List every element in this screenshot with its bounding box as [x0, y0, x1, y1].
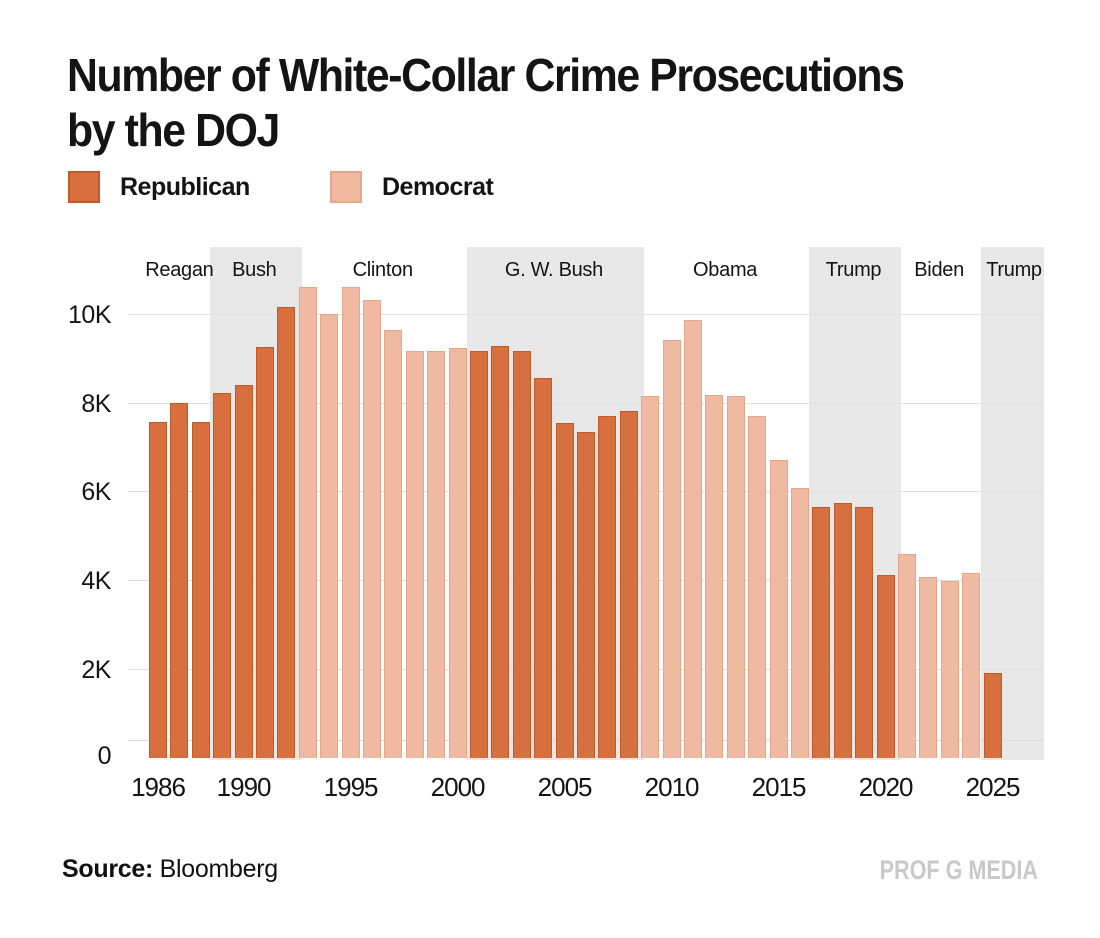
bar-1999 [427, 351, 446, 758]
y-axis-label-10K: 10K [68, 300, 111, 329]
bar-2018 [833, 502, 852, 758]
bar-2001 [470, 350, 488, 758]
prof-g-media-watermark: PROF G MEDIA [879, 855, 1038, 885]
bar-2006 [577, 431, 595, 758]
bar-2005 [555, 422, 574, 758]
y-axis-label-8K: 8K [81, 389, 111, 418]
bar-2008 [619, 411, 638, 758]
bar-2007 [598, 416, 617, 758]
y-axis-label-0: 0 [97, 742, 112, 770]
x-axis-label-2005: 2005 [537, 772, 593, 802]
bar-1988 [191, 422, 210, 758]
y-axis-label-2K: 2K [81, 656, 111, 685]
bar-1990 [234, 384, 253, 758]
bar-2020 [876, 574, 895, 758]
y-axis-label-6K: 6K [81, 478, 111, 507]
era-label-obama-2009: Obama [693, 259, 758, 281]
chart-title-line1: Number of White-Collar Crime Prosecution… [67, 49, 905, 101]
era-label-biden-2021: Biden [914, 259, 964, 281]
chart-title: Number of White-Collar Crime Prosecution… [67, 48, 1006, 158]
x-axis-label-2020: 2020 [858, 772, 914, 802]
legend-item-democrat: Democrat [330, 171, 494, 203]
bar-2013 [726, 395, 745, 758]
x-axis-label-1986: 1986 [131, 772, 186, 802]
bar-2015 [769, 459, 788, 758]
democrat-swatch [330, 171, 362, 203]
x-axis-label-2010: 2010 [644, 772, 700, 802]
x-axis-label-2000: 2000 [430, 772, 486, 802]
bar-2000 [448, 347, 467, 758]
source-note: Source: Bloomberg [62, 855, 278, 884]
bar-1991 [256, 347, 274, 758]
bar-2014 [748, 415, 767, 758]
x-axis-label-2015: 2015 [751, 772, 807, 802]
y-axis-label-4K: 4K [81, 567, 111, 596]
bar-1997 [384, 330, 403, 758]
bar-1987 [170, 402, 189, 758]
bar-2002 [491, 345, 510, 758]
bar-2022 [919, 576, 938, 758]
bar-2012 [705, 395, 724, 758]
legend-item-republican: Republican [68, 171, 250, 203]
bar-1995 [341, 287, 360, 758]
bar-2017 [812, 507, 831, 758]
bar-1992 [277, 306, 296, 758]
gridline-10K [128, 313, 1044, 315]
bar-2016 [791, 487, 809, 758]
chart-title-line2: by the DOJ [67, 104, 280, 156]
bar-1993 [298, 287, 317, 758]
bar-2023 [940, 580, 959, 758]
bar-2004 [534, 377, 553, 758]
gridline-8K [128, 402, 1044, 404]
bar-2009 [641, 395, 660, 758]
bar-1989 [213, 392, 232, 758]
source-value: Bloomberg [159, 855, 279, 883]
legend-label-democrat: Democrat [382, 172, 494, 201]
bar-2024 [962, 572, 981, 758]
bar-2003 [512, 350, 531, 758]
x-axis-label-1995: 1995 [323, 772, 379, 802]
era-label-trump-2017: Trump [825, 259, 882, 281]
era-label-bush-1989: Bush [232, 259, 277, 281]
republican-swatch [68, 171, 100, 203]
source-label: Source: [62, 855, 153, 883]
bar-2021 [898, 554, 916, 758]
bar-2025 [983, 673, 1002, 758]
bar-2011 [684, 320, 702, 758]
era-label-trump-2025: Trump [986, 259, 1042, 281]
era-label-reagan-1986: Reagan [145, 259, 214, 281]
bar-1986 [149, 422, 167, 758]
x-axis-label-2025: 2025 [965, 772, 1021, 802]
bar-2019 [855, 507, 874, 758]
legend-label-republican: Republican [120, 172, 250, 201]
legend: Republican Democrat [0, 171, 1100, 211]
bar-1994 [320, 313, 339, 758]
bar-1998 [405, 351, 424, 758]
x-axis-label-1990: 1990 [216, 772, 272, 802]
era-label-clinton-1993: Clinton [352, 259, 413, 281]
bar-1996 [363, 300, 381, 758]
bar-2010 [662, 339, 681, 758]
era-label-g-w-bush-2001: G. W. Bush [504, 259, 603, 281]
